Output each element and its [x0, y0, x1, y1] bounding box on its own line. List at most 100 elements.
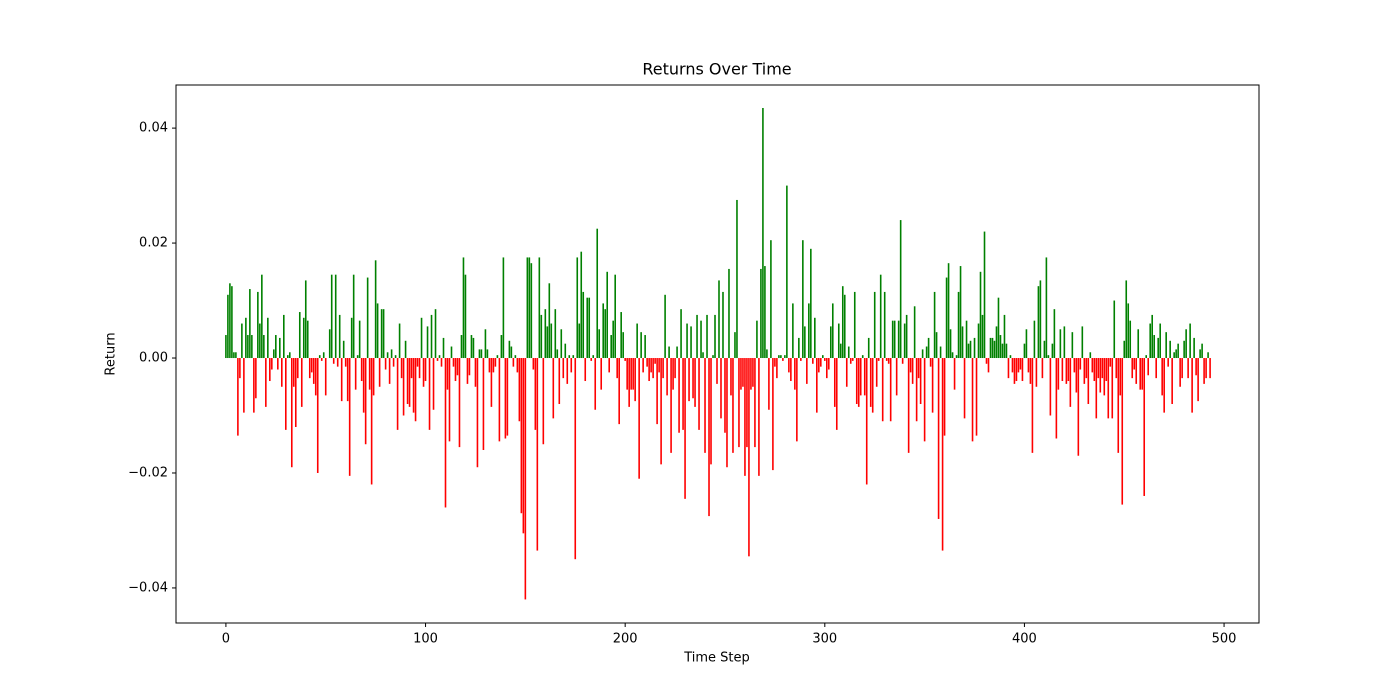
bar — [841, 286, 844, 359]
bar — [941, 358, 944, 551]
bar — [688, 358, 690, 402]
bar — [654, 358, 656, 364]
bar — [324, 358, 327, 396]
bar — [540, 314, 543, 359]
bar — [1093, 358, 1096, 382]
bar — [284, 358, 287, 430]
bar — [1109, 358, 1112, 367]
bar — [516, 358, 519, 373]
bar — [636, 323, 638, 359]
bar — [1139, 358, 1142, 390]
bar — [824, 358, 826, 361]
bar — [704, 358, 706, 453]
bar — [831, 303, 834, 359]
bar — [1023, 343, 1026, 359]
bar — [281, 358, 283, 387]
bar — [1053, 309, 1056, 359]
bar — [255, 358, 257, 399]
bar — [792, 303, 794, 359]
bar — [1179, 358, 1181, 387]
bar — [267, 317, 269, 359]
bar — [1101, 358, 1104, 379]
x-tick-label: 0 — [222, 632, 230, 647]
bar — [820, 358, 822, 367]
bar — [905, 314, 908, 359]
bar — [478, 349, 481, 359]
bar — [366, 277, 369, 359]
bar — [408, 358, 411, 407]
bar — [973, 337, 976, 359]
bar — [368, 358, 371, 390]
bar — [1087, 358, 1090, 405]
bar — [947, 263, 950, 359]
bar — [1017, 358, 1020, 373]
bar — [780, 355, 782, 359]
bar — [442, 337, 445, 359]
bar — [1205, 358, 1207, 379]
bar — [881, 358, 884, 422]
bar — [676, 346, 678, 359]
bar — [247, 335, 249, 359]
bar — [955, 355, 958, 359]
bar — [283, 314, 285, 359]
bar — [406, 358, 409, 405]
bar — [927, 337, 930, 359]
bar — [891, 320, 894, 359]
bar — [602, 303, 605, 359]
bar — [308, 358, 311, 379]
x-tick-label: 300 — [812, 632, 837, 647]
bar — [263, 335, 265, 359]
bar — [786, 185, 788, 359]
bar — [1193, 337, 1195, 359]
bar — [330, 274, 333, 359]
bar — [1079, 358, 1082, 370]
bar — [1071, 332, 1074, 359]
bar — [829, 326, 832, 359]
bar — [939, 346, 942, 359]
bar — [714, 314, 716, 359]
bar — [552, 358, 555, 419]
bar — [804, 326, 806, 359]
bar — [1137, 329, 1140, 359]
bar — [851, 358, 854, 361]
bar — [1187, 358, 1189, 379]
bar — [724, 358, 726, 433]
bar — [466, 358, 469, 384]
bar — [1199, 349, 1201, 359]
bar — [827, 358, 830, 370]
bar — [949, 329, 952, 359]
bar — [833, 358, 836, 407]
bar — [616, 358, 618, 379]
bar — [320, 358, 323, 361]
bar — [1151, 314, 1153, 359]
bar — [360, 358, 363, 382]
bar — [1159, 323, 1161, 359]
bar — [1047, 355, 1050, 359]
bar — [1055, 358, 1058, 439]
bar — [542, 358, 545, 445]
bar — [618, 358, 620, 425]
bar — [612, 320, 614, 359]
bar — [945, 277, 948, 359]
bar — [424, 358, 427, 382]
bar — [752, 358, 754, 387]
bar — [1125, 280, 1128, 359]
bar — [818, 358, 820, 373]
bar — [624, 358, 626, 361]
bar — [364, 358, 367, 445]
bar — [1167, 358, 1169, 367]
bar — [969, 340, 972, 359]
bar — [1169, 340, 1171, 359]
bar — [1175, 349, 1177, 359]
bar — [490, 358, 493, 407]
bar — [1203, 358, 1205, 384]
bar — [778, 355, 780, 359]
bar — [692, 358, 694, 399]
bar — [650, 358, 652, 373]
bar — [496, 355, 499, 359]
bar — [572, 355, 575, 359]
bar — [318, 355, 321, 359]
bar — [883, 291, 886, 359]
bar — [686, 323, 688, 359]
bar — [386, 352, 389, 359]
